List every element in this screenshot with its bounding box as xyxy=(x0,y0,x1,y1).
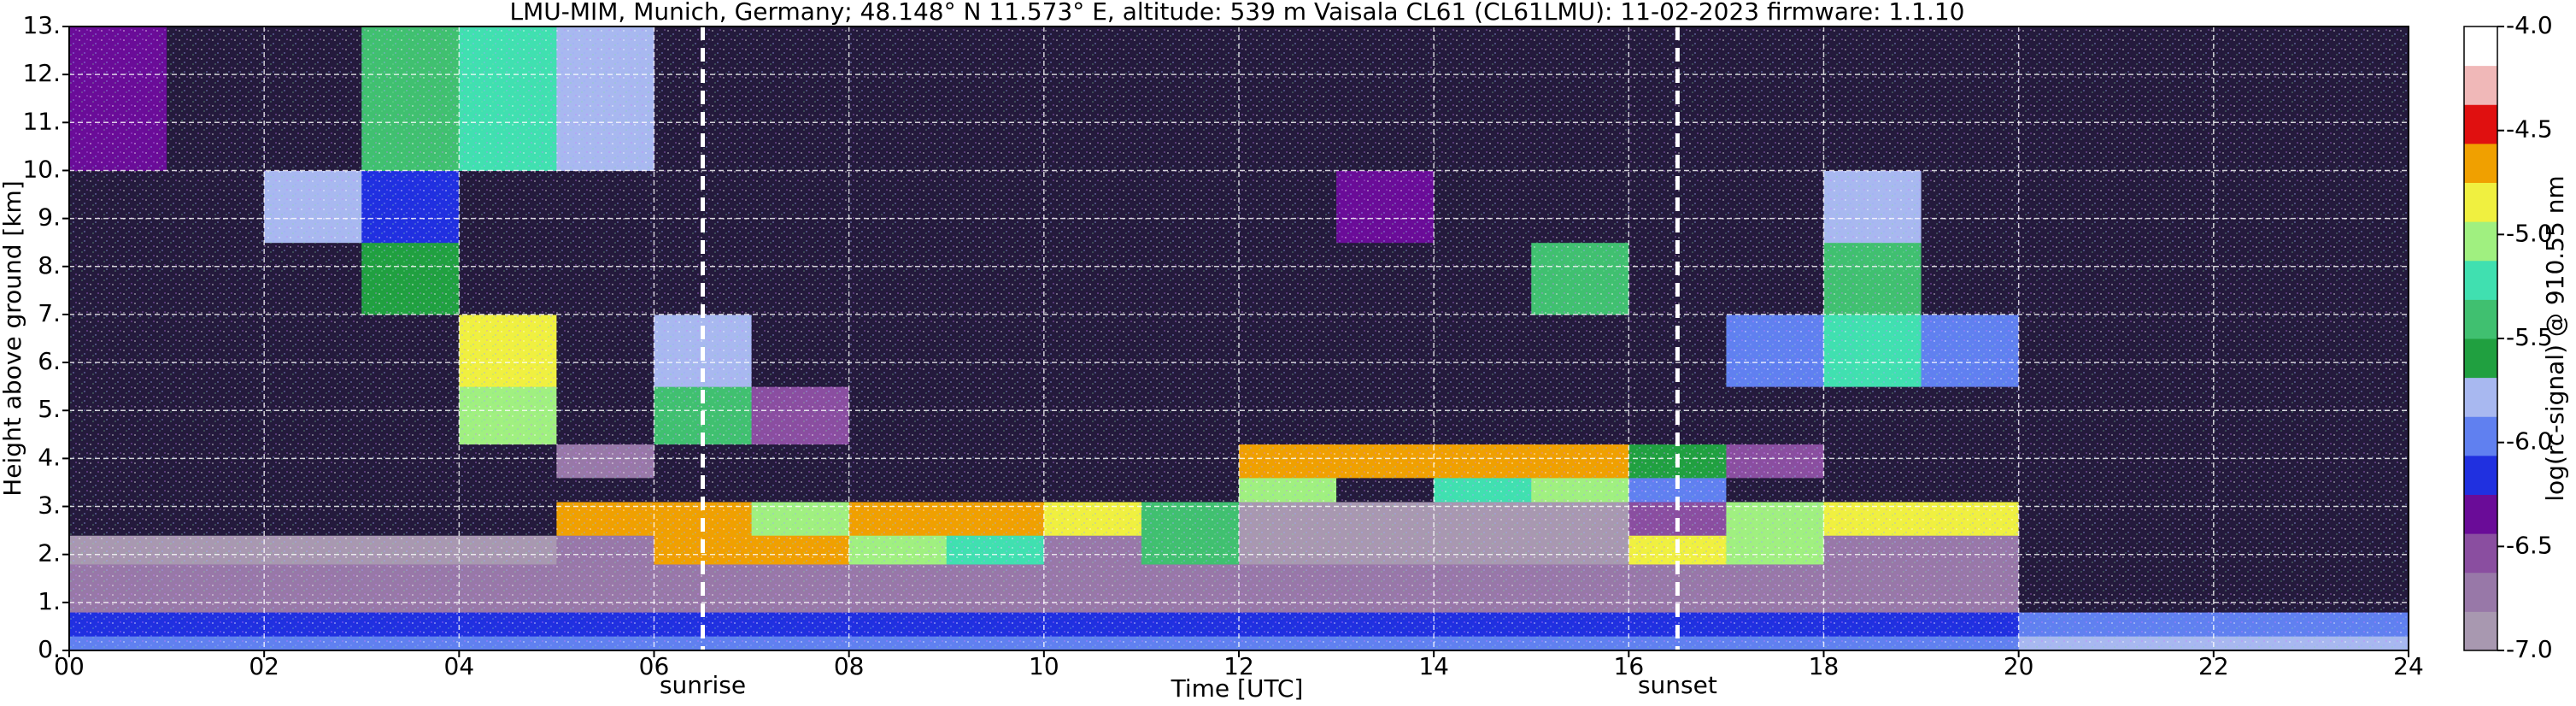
annotation-label: sunrise xyxy=(660,671,746,699)
x-tick-label: 12 xyxy=(1223,652,1254,680)
colorbar-segment xyxy=(2464,26,2497,67)
x-tick-label: 14 xyxy=(1418,652,1449,680)
x-tick-label: 16 xyxy=(1614,652,1645,680)
colorbar-segment xyxy=(2464,572,2497,612)
y-tick-label: 12. xyxy=(22,59,61,87)
x-tick-label: 20 xyxy=(2004,652,2034,680)
colorbar-segment xyxy=(2464,533,2497,574)
x-axis-title: Time [UTC] xyxy=(1171,674,1304,703)
colorbar-tick-label: -7.0 xyxy=(2506,635,2553,663)
x-tick-label: 10 xyxy=(1029,652,1059,680)
y-tick-label: 2. xyxy=(38,539,61,568)
y-tick-label: 13. xyxy=(22,11,61,39)
y-tick-label: 5. xyxy=(38,395,61,423)
y-tick-label: 0. xyxy=(38,635,61,663)
colorbar-tick-label: -6.5 xyxy=(2506,531,2553,559)
y-tick-label: 4. xyxy=(38,443,61,471)
colorbar-segment xyxy=(2464,182,2497,222)
x-tick-label: 22 xyxy=(2198,652,2229,680)
colorbar-segment xyxy=(2464,299,2497,339)
x-tick-label: 18 xyxy=(1809,652,1840,680)
colorbar-segment xyxy=(2464,455,2497,495)
colorbar-tick-label: -4.0 xyxy=(2506,11,2553,39)
x-tick-label: 04 xyxy=(444,652,475,680)
colorbar-segment xyxy=(2464,260,2497,300)
x-tick-label: 02 xyxy=(249,652,279,680)
y-tick-label: 1. xyxy=(38,587,61,615)
colorbar-segment xyxy=(2464,65,2497,105)
colorbar-segment xyxy=(2464,104,2497,144)
x-tick-label: 24 xyxy=(2393,652,2424,680)
y-tick-label: 10. xyxy=(22,155,61,183)
y-tick-label: 11. xyxy=(22,107,61,135)
x-tick-label: 08 xyxy=(834,652,865,680)
colorbar-title: log(rc-signal) @ 910.55 nm xyxy=(2541,175,2569,501)
colorbar-tick-label: -6.0 xyxy=(2506,427,2553,456)
colorbar-tick-label: -5.5 xyxy=(2506,323,2553,351)
colorbar-tick-label: -5.0 xyxy=(2506,219,2553,247)
colorbar-segment xyxy=(2464,416,2497,456)
y-tick-label: 8. xyxy=(38,251,61,279)
y-axis-title: Height above ground [km] xyxy=(0,180,26,497)
colorbar-segment xyxy=(2464,494,2497,534)
x-tick-label: 00 xyxy=(54,652,85,680)
colorbar-segment xyxy=(2464,611,2497,651)
y-tick-label: 6. xyxy=(38,347,61,375)
colorbar-segment xyxy=(2464,338,2497,379)
y-tick-label: 9. xyxy=(38,203,61,232)
colorbar-segment xyxy=(2464,143,2497,183)
y-tick-label: 7. xyxy=(38,299,61,327)
colorbar-segment xyxy=(2464,377,2497,417)
y-tick-label: 3. xyxy=(38,491,61,520)
plot-frame xyxy=(68,26,2409,651)
x-tick-label: 06 xyxy=(639,652,670,680)
colorbar-segment xyxy=(2464,221,2497,262)
annotation-label: sunset xyxy=(1638,671,1717,699)
colorbar-tick-label: -4.5 xyxy=(2506,115,2553,144)
chart-title: LMU-MIM, Munich, Germany; 48.148° N 11.5… xyxy=(509,0,1964,26)
